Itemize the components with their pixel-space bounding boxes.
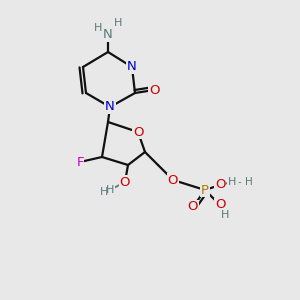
Text: H: H — [94, 23, 102, 33]
Text: O: O — [215, 199, 225, 212]
Text: P: P — [201, 184, 209, 196]
Text: O: O — [168, 173, 178, 187]
Text: O: O — [149, 83, 159, 97]
Text: N: N — [105, 100, 115, 113]
Text: F: F — [76, 155, 84, 169]
Text: H: H — [106, 185, 114, 195]
Text: O: O — [215, 178, 225, 191]
Text: H: H — [100, 187, 108, 197]
Text: O: O — [133, 125, 143, 139]
Text: O: O — [120, 176, 130, 188]
Text: H: H — [228, 177, 236, 187]
Text: N: N — [103, 28, 113, 41]
Text: O: O — [188, 200, 198, 214]
Text: H: H — [221, 210, 229, 220]
Text: H: H — [114, 18, 122, 28]
Text: - H: - H — [238, 177, 253, 187]
Text: N: N — [127, 61, 137, 74]
